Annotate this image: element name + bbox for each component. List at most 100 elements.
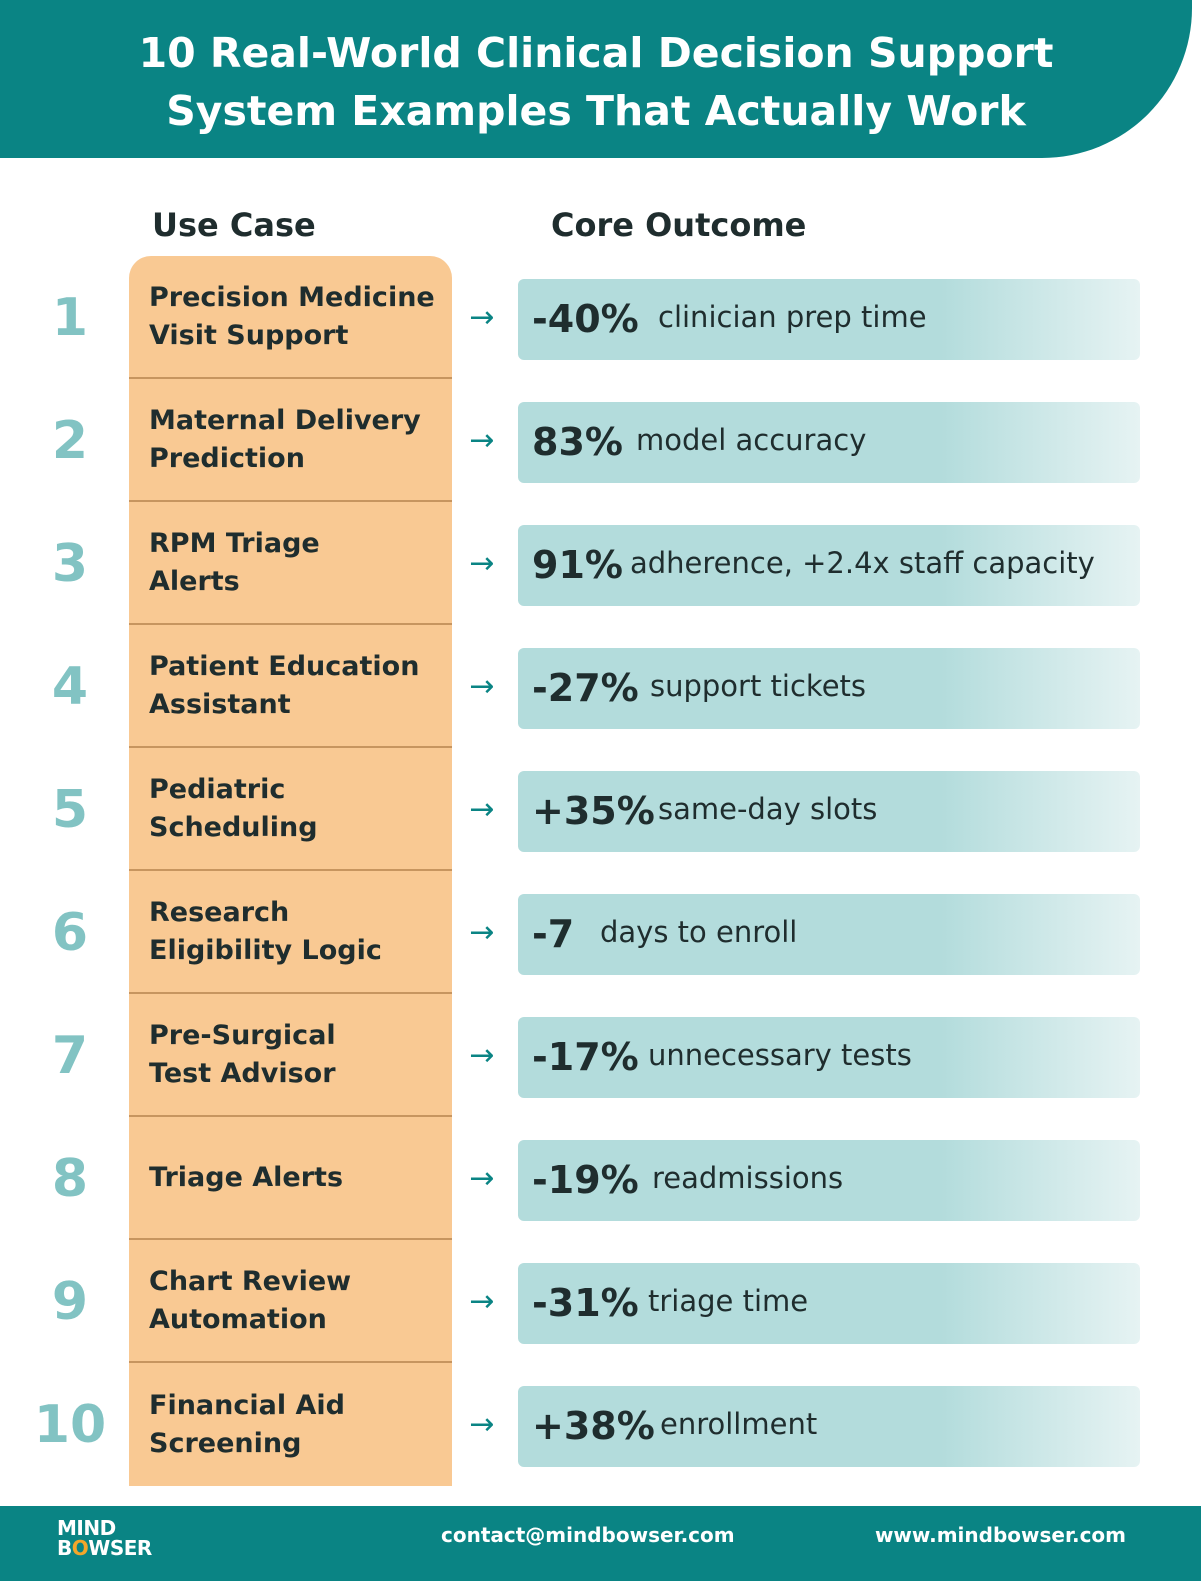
use-case-line-2: Prediction (149, 442, 305, 474)
use-case-column-background (129, 256, 452, 1486)
row-number: 5 (51, 779, 89, 840)
outcome-cell: -31% triage time (518, 1263, 1140, 1344)
logo-line-2: BOWSER (57, 1538, 152, 1558)
use-case-label: Pre-Surgical Test Advisor (149, 1017, 336, 1093)
outcome-metric: +38% (532, 1404, 655, 1448)
use-case-label: RPM Triage Alerts (149, 525, 320, 601)
logo-letter-b: B (57, 1536, 72, 1560)
table-row: 1 Precision Medicine Visit Support → -40% cli… (0, 256, 1201, 379)
row-number: 4 (51, 656, 89, 717)
use-case-line-2: Automation (149, 1303, 327, 1335)
table-row: 2 Maternal Delivery Prediction → 83% model ac… (0, 379, 1201, 502)
use-case-line-1: RPM Triage (149, 527, 320, 559)
outcome-cell: -40% clinician prep time (518, 279, 1140, 360)
use-case-line-1: Patient Education (149, 650, 420, 682)
table-row: 9 Chart Review Automation → -31% triage time (0, 1240, 1201, 1363)
outcome-description: readmissions (652, 1161, 844, 1195)
title-line-2: System Examples That Actually Work (166, 87, 1026, 135)
outcome-cell: +35% same-day slots (518, 771, 1140, 852)
outcome-cell: -17% unnecessary tests (518, 1017, 1140, 1098)
row-number: 9 (51, 1271, 89, 1332)
row-number: 7 (51, 1025, 89, 1086)
row-number: 3 (51, 533, 89, 594)
use-case-cell: Precision Medicine Visit Support (129, 256, 452, 379)
row-number: 10 (33, 1394, 107, 1455)
use-case-line-2: Eligibility Logic (149, 934, 382, 966)
use-case-label: Pediatric Scheduling (149, 771, 318, 847)
use-case-line-1: Research (149, 896, 290, 928)
row-number: 8 (51, 1148, 89, 1209)
use-case-label: Triage Alerts (149, 1159, 343, 1197)
outcome-metric: +35% (532, 789, 655, 833)
logo-line-1: MIND (57, 1516, 116, 1540)
use-case-cell: Financial Aid Screening (129, 1363, 452, 1486)
use-case-line-1: Pediatric (149, 773, 286, 805)
table-row: 8 Triage Alerts → -19% readmissions (0, 1117, 1201, 1240)
use-case-line-2: Visit Support (149, 319, 349, 351)
arrow-right-icon: → (469, 423, 495, 458)
logo-letter-o: O (71, 1536, 89, 1560)
table-row: 6 Research Eligibility Logic → -7 days to enr… (0, 871, 1201, 994)
outcome-description: adherence, +2.4x staff capacity (630, 546, 1095, 580)
outcome-description: days to enroll (600, 915, 798, 949)
use-case-line-1: Pre-Surgical (149, 1019, 336, 1051)
use-case-label: Financial Aid Screening (149, 1387, 345, 1463)
table-row: 10 Financial Aid Screening → +38% enrollment (0, 1363, 1201, 1486)
use-case-cell: Patient Education Assistant (129, 625, 452, 748)
arrow-right-icon: → (469, 915, 495, 950)
table-row: 3 RPM Triage Alerts → 91% adherence, +2.4x st… (0, 502, 1201, 625)
outcome-metric: 91% (532, 543, 623, 587)
outcome-description: same-day slots (658, 792, 878, 826)
use-case-label: Precision Medicine Visit Support (149, 279, 435, 355)
outcome-metric: -31% (532, 1281, 639, 1325)
title-line-1: 10 Real-World Clinical Decision Support (138, 29, 1054, 77)
header-banner (0, 0, 1192, 158)
arrow-right-icon: → (469, 300, 495, 335)
row-number: 6 (51, 902, 89, 963)
use-case-cell: Chart Review Automation (129, 1240, 452, 1363)
use-case-line-1: Financial Aid (149, 1389, 345, 1421)
arrow-right-icon: → (469, 792, 495, 827)
outcome-metric: -19% (532, 1158, 639, 1202)
outcome-metric: -27% (532, 666, 639, 710)
arrow-right-icon: → (469, 1284, 495, 1319)
website-link[interactable]: www.mindbowser.com (874, 1523, 1126, 1547)
use-case-cell: Triage Alerts (129, 1117, 452, 1240)
use-case-line-2: Assistant (149, 688, 291, 720)
use-case-cell: RPM Triage Alerts (129, 502, 452, 625)
use-case-line-1: Precision Medicine (149, 281, 435, 313)
use-case-label: Patient Education Assistant (149, 648, 419, 724)
outcome-cell: +38% enrollment (518, 1386, 1140, 1467)
use-case-cell: Research Eligibility Logic (129, 871, 452, 994)
outcome-metric: 83% (532, 420, 623, 464)
footer-bar (0, 1506, 1201, 1581)
outcome-cell: -27% support tickets (518, 648, 1140, 729)
mindbowser-logo: MIND BOWSER (57, 1518, 152, 1558)
outcome-description: triage time (648, 1284, 809, 1318)
outcome-description: unnecessary tests (648, 1038, 912, 1072)
arrow-right-icon: → (469, 546, 495, 581)
arrow-right-icon: → (469, 1038, 495, 1073)
use-case-cell: Maternal Delivery Prediction (129, 379, 452, 502)
use-case-line-2: Alerts (149, 565, 240, 597)
outcome-cell: -19% readmissions (518, 1140, 1140, 1221)
use-case-line-2: Screening (149, 1427, 302, 1459)
table-row: 7 Pre-Surgical Test Advisor → -17% unnecessar… (0, 994, 1201, 1117)
outcome-metric: -40% (532, 297, 639, 341)
contact-email[interactable]: contact@mindbowser.com (441, 1523, 735, 1547)
use-case-line-2: Scheduling (149, 811, 318, 843)
outcome-metric: -7 (532, 912, 575, 956)
arrow-right-icon: → (469, 1161, 495, 1196)
outcome-description: support tickets (650, 669, 867, 703)
outcome-description: enrollment (660, 1407, 818, 1441)
page-title: 10 Real-World Clinical Decision Support … (0, 24, 1192, 140)
outcome-description: model accuracy (636, 423, 867, 457)
use-case-line-1: Triage Alerts (149, 1161, 344, 1193)
use-case-line-2: Test Advisor (149, 1057, 336, 1089)
outcome-cell: 83% model accuracy (518, 402, 1140, 483)
use-case-label: Maternal Delivery Prediction (149, 402, 421, 478)
use-case-column-header: Use Case (152, 206, 316, 244)
use-case-label: Chart Review Automation (149, 1263, 351, 1339)
outcome-metric: -17% (532, 1035, 639, 1079)
outcome-description: clinician prep time (658, 300, 927, 334)
